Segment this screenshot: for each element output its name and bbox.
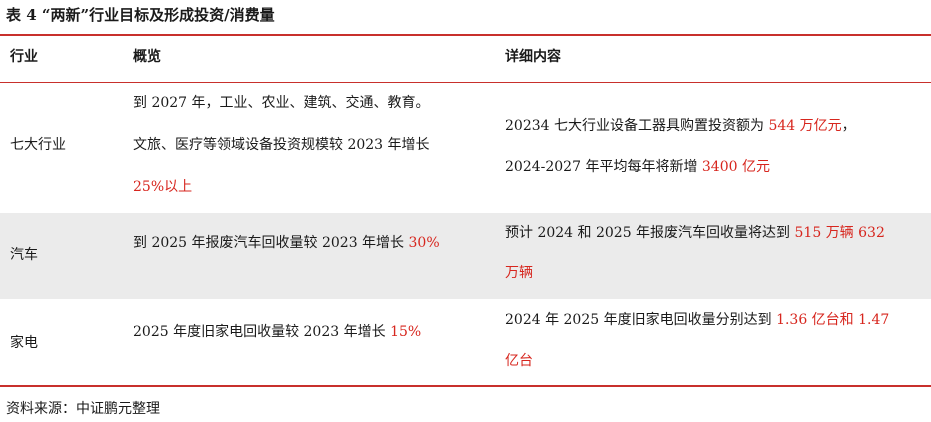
overview-highlight: 15% — [390, 324, 422, 340]
bottom-rule — [0, 385, 931, 387]
overview-highlight: 30% — [408, 235, 440, 251]
row-overview-line: 2025 年度旧家电回收量较 2023 年增长 15% — [133, 321, 421, 343]
header-overview: 概览 — [133, 49, 161, 65]
details-highlight: 544 万亿元 — [768, 118, 842, 134]
source-note: 资料来源：中证鹏元整理 — [6, 401, 160, 417]
details-text: ， — [841, 118, 856, 134]
row-overview-highlight: 25%以上 — [133, 179, 193, 195]
details-text: 2024 年 2025 年度旧家电回收量分别达到 — [505, 312, 777, 328]
details-highlight: 3400 亿元 — [701, 159, 770, 175]
details-text: 20234 七大行业设备工器具购置投资额为 — [505, 118, 769, 134]
header-details: 详细内容 — [505, 49, 561, 65]
overview-text: 2025 年度旧家电回收量较 2023 年增长 — [133, 324, 391, 340]
row-industry: 汽车 — [10, 247, 38, 263]
row-details-highlight: 亿台 — [505, 353, 533, 369]
row-details-line: 2024-2027 年平均每年将新增 3400 亿元 — [505, 156, 770, 178]
top-rule — [0, 34, 931, 36]
row-overview-line: 文旅、医疗等领域设备投资规模较 2023 年增长 — [133, 137, 430, 153]
row-industry: 七大行业 — [10, 137, 66, 153]
details-highlight: 1.36 亿台和 1.47 — [776, 312, 890, 328]
table-title: 表 4 “两新”行业目标及形成投资/消费量 — [6, 6, 275, 24]
overview-text: 到 2025 年报废汽车回收量较 2023 年增长 — [133, 235, 409, 251]
header-industry: 行业 — [10, 49, 38, 65]
details-highlight: 515 万辆 632 — [794, 225, 885, 241]
row-details-line: 20234 七大行业设备工器具购置投资额为 544 万亿元， — [505, 115, 856, 137]
row-details-highlight: 万辆 — [505, 265, 533, 281]
details-text: 2024-2027 年平均每年将新增 — [505, 159, 702, 175]
row-overview-line: 到 2025 年报废汽车回收量较 2023 年增长 30% — [133, 232, 440, 254]
row-industry: 家电 — [10, 335, 38, 351]
details-text: 预计 2024 和 2025 年报废汽车回收量将达到 — [505, 225, 795, 241]
row-details-line: 2024 年 2025 年度旧家电回收量分别达到 1.36 亿台和 1.47 — [505, 309, 889, 331]
row-overview-line: 到 2027 年，工业、农业、建筑、交通、教育。 — [133, 95, 430, 111]
header-rule — [0, 82, 931, 83]
row-band — [0, 213, 931, 299]
row-details-line: 预计 2024 和 2025 年报废汽车回收量将达到 515 万辆 632 — [505, 222, 885, 244]
